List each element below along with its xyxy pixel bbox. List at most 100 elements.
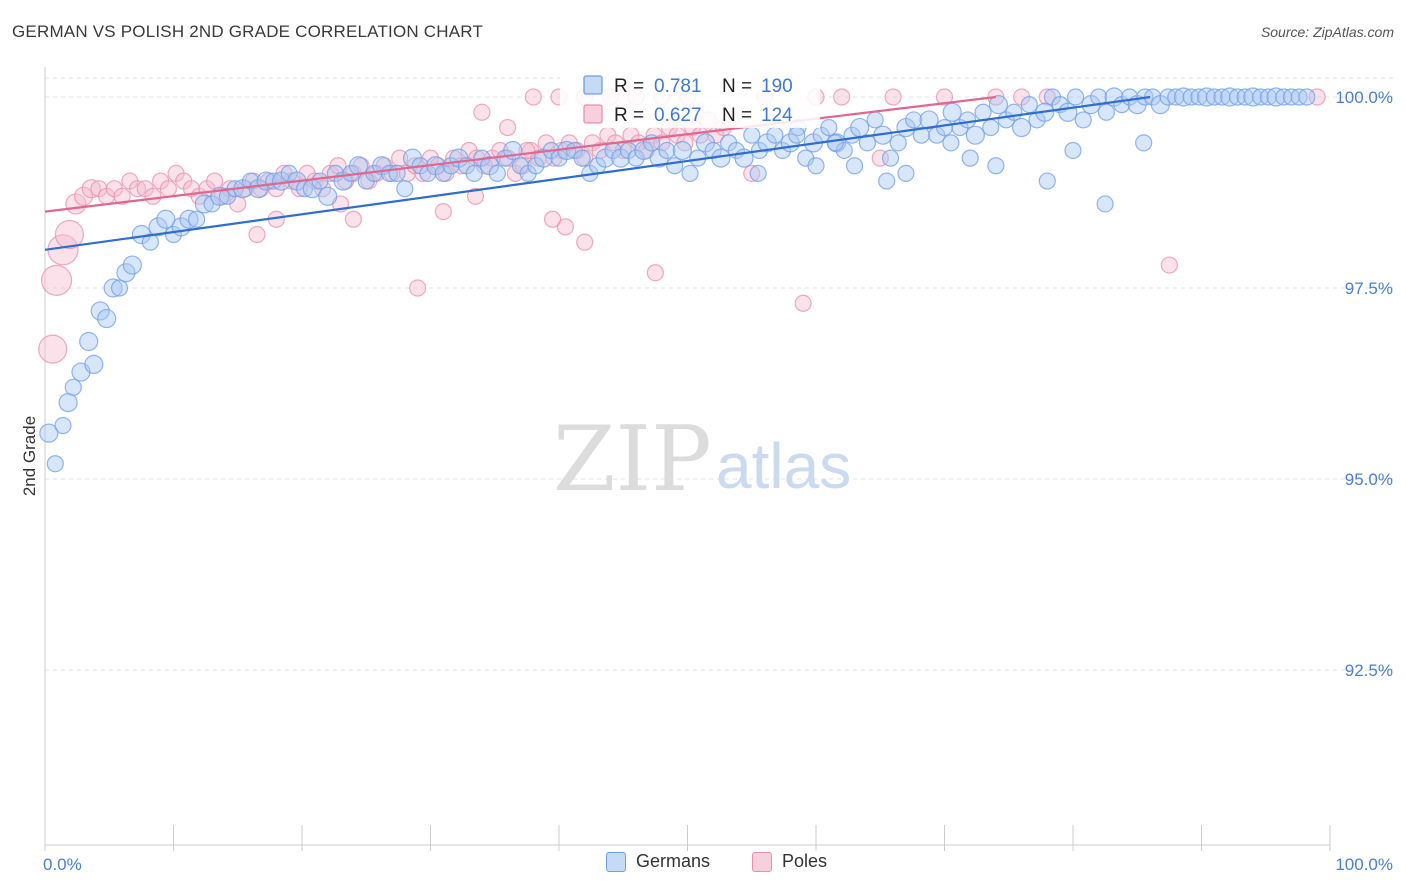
legend-item-germans[interactable]: Germans	[606, 851, 710, 872]
point-germans	[1066, 88, 1085, 106]
point-poles	[248, 225, 266, 244]
point-germans	[79, 331, 99, 352]
stats-n-label: N =	[722, 105, 752, 126]
point-germans	[1020, 96, 1038, 114]
point-germans	[122, 255, 142, 275]
point-poles	[794, 294, 812, 312]
point-germans	[1096, 195, 1114, 213]
stats-box	[560, 70, 820, 128]
point-poles	[40, 264, 73, 296]
x-tick-label-min: 0.0%	[43, 855, 82, 874]
point-germans	[1038, 172, 1056, 190]
point-poles	[144, 187, 162, 205]
legend-label-germans: Germans	[636, 851, 711, 871]
legend-label-poles: Poles	[782, 851, 828, 871]
point-germans	[959, 111, 977, 129]
point-germans	[766, 126, 784, 144]
point-germans	[788, 126, 806, 144]
point-poles	[434, 203, 452, 221]
chart-title: GERMAN VS POLISH 2ND GRADE CORRELATION C…	[12, 22, 484, 41]
point-germans	[1064, 141, 1082, 160]
point-germans	[672, 140, 692, 161]
trend-lines	[44, 95, 1151, 251]
point-germans	[988, 95, 1009, 115]
point-germans	[961, 149, 979, 167]
point-germans	[850, 117, 870, 138]
point-germans	[845, 157, 864, 175]
point-poles	[409, 279, 427, 297]
point-germans	[188, 210, 206, 228]
point-poles	[73, 186, 94, 206]
trend-line-poles	[44, 95, 997, 213]
point-germans	[156, 209, 176, 229]
stats-r-value: 0.781	[654, 76, 702, 97]
watermark-atlas: atlas	[716, 430, 851, 502]
point-germans	[248, 179, 268, 199]
point-germans	[974, 103, 992, 121]
germans-swatch	[606, 851, 626, 872]
x-tick-label-max: 100.0%	[1335, 855, 1393, 874]
watermark: ZIP atlas	[553, 407, 851, 512]
legend-item-poles[interactable]: Poles	[752, 851, 827, 872]
point-poles	[543, 210, 562, 228]
point-germans	[666, 157, 684, 175]
point-germans	[573, 149, 591, 167]
watermark-zip: ZIP	[553, 407, 712, 512]
point-germans	[807, 157, 825, 175]
point-germans	[46, 455, 64, 473]
point-germans	[488, 164, 506, 182]
point-germans	[465, 164, 483, 182]
point-poles	[524, 88, 542, 106]
source-label: Source: ZipAtlas.com	[1260, 24, 1394, 40]
point-poles	[344, 210, 362, 228]
stats-n-label: N =	[722, 76, 752, 97]
point-germans	[858, 134, 877, 152]
point-germans	[1298, 88, 1316, 106]
point-germans	[396, 180, 414, 198]
point-poles	[466, 187, 485, 205]
point-germans	[318, 186, 338, 206]
point-germans	[919, 110, 939, 130]
point-poles	[884, 88, 902, 106]
poles-swatch	[752, 851, 772, 872]
point-germans	[1074, 111, 1092, 129]
point-germans	[90, 301, 110, 321]
axes	[44, 67, 1331, 851]
point-poles	[576, 233, 594, 251]
point-poles	[54, 219, 85, 250]
y-axis-label: 2nd Grade	[20, 416, 39, 496]
series-poles	[38, 88, 1326, 364]
point-germans	[103, 278, 123, 298]
point-germans	[64, 378, 82, 396]
point-germans	[1011, 117, 1032, 138]
point-poles	[159, 180, 177, 198]
stats-n-value: 190	[761, 76, 793, 97]
point-germans	[242, 172, 260, 190]
point-germans	[116, 263, 136, 283]
point-germans	[58, 393, 78, 413]
point-germans	[935, 118, 954, 137]
point-germans	[965, 125, 985, 145]
point-germans	[749, 164, 767, 182]
point-poles	[1160, 256, 1178, 274]
point-poles	[499, 118, 517, 137]
point-germans	[1097, 103, 1116, 121]
point-germans	[54, 416, 72, 435]
point-germans	[1058, 102, 1078, 122]
point-germans	[987, 157, 1005, 175]
stats-r-label: R =	[614, 105, 644, 126]
y-tick-label: 100.0%	[1335, 88, 1393, 107]
point-poles	[1038, 88, 1056, 106]
y-tick-label: 95.0%	[1345, 470, 1393, 489]
point-poles	[743, 164, 761, 182]
point-germans	[866, 111, 884, 129]
point-poles	[113, 187, 131, 205]
point-germans	[681, 164, 699, 182]
point-poles	[206, 172, 224, 190]
point-germans	[826, 134, 844, 152]
point-germans	[820, 118, 838, 137]
stats-r-value: 0.627	[654, 105, 702, 126]
stats-n-value: 124	[761, 105, 793, 126]
point-germans	[1135, 134, 1153, 152]
